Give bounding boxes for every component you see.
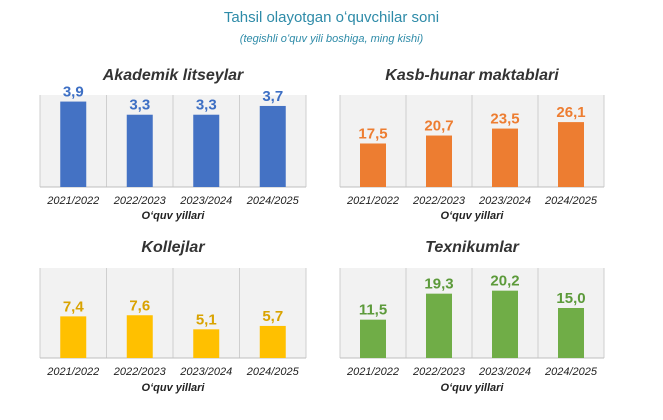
bar <box>492 290 518 358</box>
bar <box>558 122 584 187</box>
bar <box>60 101 87 187</box>
tick-label: 2021/2022 <box>346 195 399 207</box>
data-label: 20,7 <box>424 118 453 135</box>
data-label: 26,1 <box>556 104 585 121</box>
data-label: 3,3 <box>129 97 150 114</box>
tick-label: 2023/2024 <box>478 366 531 378</box>
data-label: 5,7 <box>262 308 283 325</box>
chart-panel-2: Kasb-hunar maktablari 17,5 2021/2022 20,7 20… <box>339 67 605 222</box>
tick-label: 2023/2024 <box>179 195 232 207</box>
bar <box>360 143 386 187</box>
chart-panel-3: Kollejlar 7,4 2021/2022 7,6 2022/2023 5,1 2023… <box>39 239 307 394</box>
data-label: 17,5 <box>358 125 387 142</box>
bar <box>259 325 286 358</box>
chart-panel-1: Akademik litseylar 3,9 2021/2022 3,3 2022/20… <box>39 67 307 207</box>
data-label: 7,4 <box>63 298 85 315</box>
data-label: 3,3 <box>196 97 217 114</box>
bar <box>193 114 220 187</box>
tick-label: 2024/2025 <box>544 195 598 207</box>
page-title: Tahsil olayotgan oʻquvchilar soni <box>223 9 440 26</box>
data-label: 11,5 <box>359 302 387 319</box>
data-label: 15,0 <box>556 290 585 307</box>
x-axis-label: Oʻquv yillari <box>441 210 505 222</box>
bar <box>426 293 452 358</box>
chart-title: Kollejlar <box>141 239 205 256</box>
bar <box>360 319 386 358</box>
tick-label: 2024/2025 <box>246 366 300 378</box>
tick-label: 2022/2023 <box>113 366 167 378</box>
data-label: 5,1 <box>196 311 217 328</box>
bar <box>60 316 87 358</box>
x-axis-label: Oʻquv yillari <box>142 210 206 222</box>
tick-label: 2021/2022 <box>346 366 399 378</box>
data-label: 7,6 <box>129 297 150 314</box>
tick-label: 2022/2023 <box>412 366 466 378</box>
tick-label: 2024/2025 <box>544 366 598 378</box>
bar <box>126 315 153 358</box>
bar <box>126 114 153 187</box>
page-subtitle: (tegishli oʻquv yili boshiga, ming kishi… <box>239 33 424 45</box>
bar <box>259 105 286 187</box>
tick-label: 2021/2022 <box>46 195 99 207</box>
x-axis-label: Oʻquv yillari <box>441 382 505 394</box>
bar <box>492 128 518 187</box>
data-label: 3,7 <box>262 88 283 105</box>
tick-label: 2023/2024 <box>179 366 232 378</box>
chart-title: Texnikumlar <box>425 239 519 256</box>
chart-title: Kasb-hunar maktablari <box>385 67 559 84</box>
data-label: 19,3 <box>424 276 453 293</box>
data-label: 23,5 <box>490 111 519 128</box>
chart-title: Akademik litseylar <box>102 67 244 84</box>
tick-label: 2022/2023 <box>412 195 466 207</box>
x-axis-label: Oʻquv yillari <box>142 382 206 394</box>
tick-label: 2022/2023 <box>113 195 167 207</box>
bar <box>193 329 220 358</box>
tick-label: 2023/2024 <box>478 195 531 207</box>
data-label: 20,2 <box>490 273 519 290</box>
bar <box>558 308 584 358</box>
chart-panel-4: Texnikumlar 11,5 2021/2022 19,3 2022/2023 20,… <box>339 239 605 394</box>
tick-label: 2021/2022 <box>46 366 99 378</box>
bar <box>426 135 452 187</box>
data-label: 3,9 <box>63 84 84 101</box>
tick-label: 2024/2025 <box>246 195 300 207</box>
